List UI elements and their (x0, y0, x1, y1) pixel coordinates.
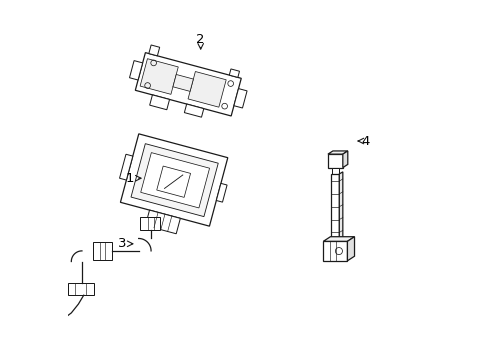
Text: 1: 1 (125, 172, 134, 185)
Polygon shape (135, 53, 241, 116)
Polygon shape (146, 210, 180, 234)
Polygon shape (141, 153, 210, 208)
Polygon shape (339, 172, 343, 241)
Polygon shape (343, 151, 348, 168)
Polygon shape (184, 104, 204, 117)
Polygon shape (93, 242, 112, 260)
Polygon shape (121, 134, 228, 226)
Polygon shape (188, 72, 226, 107)
Polygon shape (347, 237, 355, 261)
Polygon shape (141, 217, 160, 230)
Text: 3: 3 (119, 237, 127, 250)
Polygon shape (131, 144, 218, 217)
Polygon shape (234, 89, 247, 108)
Polygon shape (323, 241, 347, 261)
Polygon shape (331, 174, 339, 241)
Polygon shape (157, 166, 191, 197)
Polygon shape (229, 69, 240, 77)
Polygon shape (328, 154, 343, 168)
Polygon shape (149, 95, 170, 110)
Text: 2: 2 (196, 33, 205, 46)
Polygon shape (323, 237, 355, 241)
Polygon shape (129, 60, 143, 80)
Polygon shape (68, 283, 95, 295)
Polygon shape (173, 75, 194, 91)
Polygon shape (140, 59, 178, 94)
Polygon shape (216, 183, 227, 202)
Polygon shape (120, 154, 133, 180)
Polygon shape (328, 151, 348, 154)
Polygon shape (332, 168, 339, 174)
Polygon shape (149, 45, 160, 56)
Text: 4: 4 (361, 135, 369, 148)
